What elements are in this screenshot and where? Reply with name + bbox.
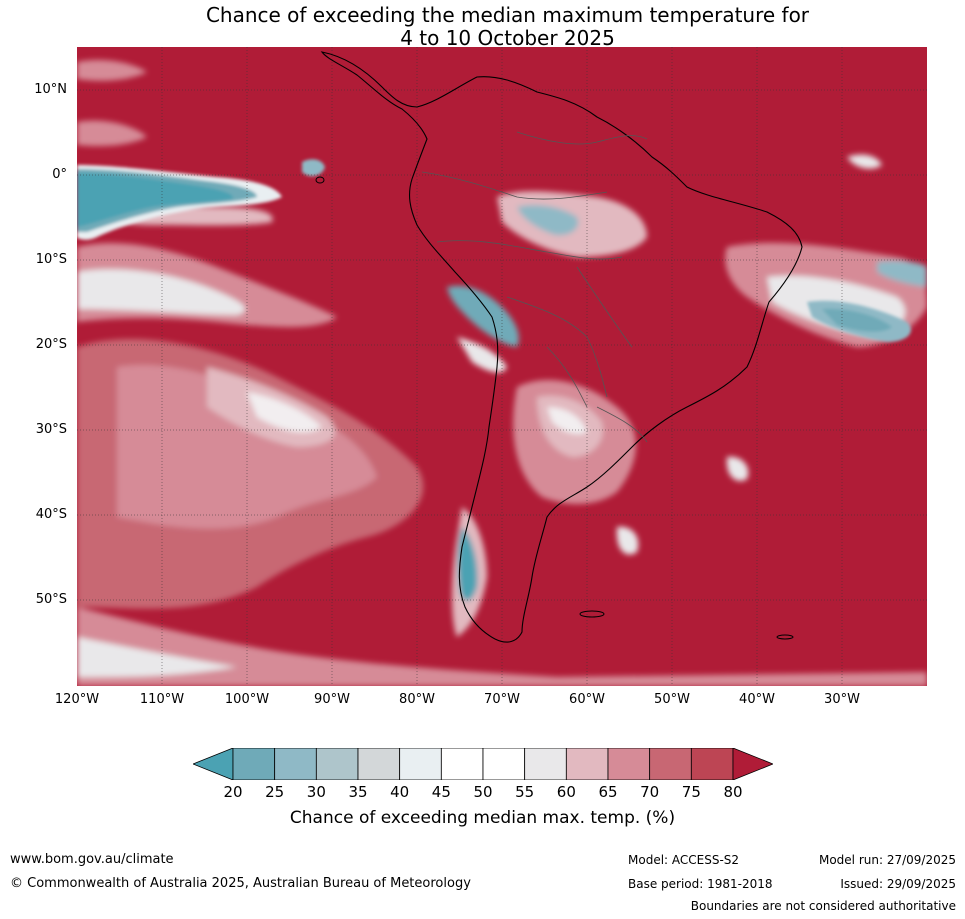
colorbar-cell-above-max (732, 748, 773, 780)
colorbar-tick-75: 75 (681, 783, 701, 801)
lat-label-10n: 10°N (34, 82, 67, 97)
colorbar-cell-25-30 (274, 748, 317, 780)
colorbar-tick-55: 55 (515, 783, 535, 801)
lon-label-80w: 80°W (399, 692, 435, 707)
disclaimer-text: Boundaries are not considered authoritat… (690, 899, 956, 913)
lat-label-0: 0° (52, 167, 67, 182)
lon-label-50w: 50°W (654, 692, 690, 707)
lon-label-90w: 90°W (314, 692, 350, 707)
colorbar-cell-20-25 (232, 748, 276, 780)
colorbar-cell-35-40 (357, 748, 401, 780)
colorbar-legend (193, 748, 773, 780)
colorbar-tick-80: 80 (723, 783, 743, 801)
lat-label-50s: 50°S (35, 592, 67, 607)
colorbar-cell-30-35 (315, 748, 359, 780)
colorbar-tick-50: 50 (473, 783, 493, 801)
colorbar-tick-30: 30 (306, 783, 326, 801)
colorbar-tick-45: 45 (431, 783, 451, 801)
colorbar-tick-35: 35 (348, 783, 368, 801)
lon-label-70w: 70°W (484, 692, 520, 707)
map-title: Chance of exceeding the median maximum t… (0, 4, 965, 50)
title-line-2: 4 to 10 October 2025 (400, 26, 615, 50)
website-link[interactable]: www.bom.gov.au/climate (10, 852, 174, 867)
base-period-text: Base period: 1981-2018 (628, 877, 773, 891)
lat-label-10s: 10°S (35, 252, 67, 267)
coastline-south-america (320, 51, 803, 643)
copyright-text: © Commonwealth of Australia 2025, Austra… (10, 876, 471, 891)
map-panel (77, 47, 927, 686)
colorbar-tick-70: 70 (640, 783, 660, 801)
lon-label-40w: 40°W (739, 692, 775, 707)
lon-label-120w: 120°W (54, 692, 100, 707)
issued-text: Issued: 29/09/2025 (840, 877, 956, 891)
colorbar-cell-60-65 (565, 748, 609, 780)
colorbar-tick-25: 25 (265, 783, 285, 801)
colorbar-cell-40-45 (399, 748, 442, 780)
lon-label-110w: 110°W (139, 692, 185, 707)
colorbar-tick-60: 60 (556, 783, 576, 801)
colorbar-cell-55-60 (524, 748, 567, 780)
lat-label-40s: 40°S (35, 507, 67, 522)
colorbar-cell-75-80 (690, 748, 734, 780)
lat-label-30s: 30°S (35, 422, 67, 437)
colorbar-cell-50-55 (482, 748, 526, 780)
lon-label-30w: 30°W (824, 692, 860, 707)
colorbar-tick-65: 65 (598, 783, 618, 801)
colorbar-cell-70-75 (649, 748, 692, 780)
probability-map (77, 47, 927, 686)
colorbar-tick-20: 20 (223, 783, 243, 801)
colorbar-cell-45-50 (440, 748, 484, 780)
colorbar-label: Chance of exceeding median max. temp. (%… (289, 808, 676, 828)
colorbar-cell-below-min (193, 748, 234, 780)
lat-label-20s: 20°S (35, 337, 67, 352)
title-line-1: Chance of exceeding the median maximum t… (205, 3, 810, 27)
model-run-text: Model run: 27/09/2025 (818, 853, 956, 867)
colorbar-cell-65-70 (607, 748, 651, 780)
lon-label-100w: 100°W (224, 692, 270, 707)
model-text: Model: ACCESS-S2 (628, 853, 740, 867)
colorbar-tick-40: 40 (390, 783, 410, 801)
lon-label-60w: 60°W (569, 692, 605, 707)
